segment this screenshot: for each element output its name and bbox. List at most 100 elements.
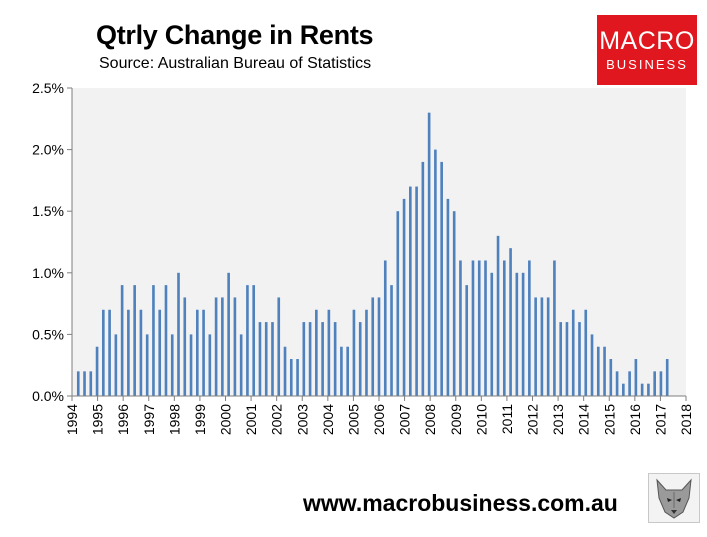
x-tick-label: 1998 [166,404,182,435]
bar [490,272,494,396]
bar [622,383,625,396]
bar [195,309,199,396]
bar [383,260,387,396]
bar [446,198,450,396]
bar [233,297,237,396]
x-axis: 1994 1995 1996 1997 1998 1999 2000 2001 2002 2003… [64,395,694,435]
y-tick-label: 1.0% [32,265,64,281]
bar [565,322,569,396]
y-tick-label: 2.0% [32,142,64,158]
bar [653,371,656,396]
x-tick-label: 2008 [422,404,438,435]
x-tick-label: 2003 [294,404,310,435]
x-tick-label: 2016 [627,404,643,435]
bar [127,309,130,396]
x-tick-label: 2006 [371,404,387,435]
bar [133,285,136,396]
bar [102,309,105,396]
x-tick-label: 2011 [499,404,515,434]
x-tick-label: 1997 [141,404,157,435]
macrobusiness-logo: MACRO BUSINESS [597,15,697,85]
bar [302,322,306,396]
bar [352,309,356,396]
bar [409,186,412,396]
bar [427,112,431,396]
bar [584,309,588,396]
bar [152,285,155,396]
bar [340,346,343,396]
bar [214,297,218,396]
bar [358,322,362,396]
bar [258,322,262,396]
bar [596,346,600,396]
bar [277,297,281,396]
x-tick-label: 2012 [525,404,541,435]
x-tick-label: 2000 [218,404,234,435]
bar [189,334,193,396]
bar [208,334,212,396]
bar [396,211,400,396]
bar [365,309,368,396]
bar [571,309,575,396]
bar [540,297,544,396]
bar [402,198,406,396]
bar [459,260,462,396]
bar [139,309,143,396]
bar [484,260,487,396]
bar [603,346,606,396]
bar [327,309,331,396]
bar [120,285,124,396]
bar [415,186,418,396]
chart-title: Qtrly Change in Rents [96,20,374,50]
x-tick-label: 2007 [397,404,413,435]
bar [289,359,293,396]
bar [145,334,149,396]
bar [346,346,349,396]
bar [515,272,519,396]
bar [578,322,581,396]
bar [502,260,506,396]
bar [308,322,312,396]
bar [83,371,86,396]
bar [534,297,537,396]
y-tick-label: 0.5% [32,326,64,342]
bar [434,149,437,396]
x-tick-label: 2010 [473,404,489,435]
bar [640,383,644,396]
bar [239,334,243,396]
bar [390,285,393,396]
bar [227,272,230,396]
bar [321,322,324,396]
bar [221,297,224,396]
bar [246,285,249,396]
bar [465,285,469,396]
bar [283,346,287,396]
website-url: www.macrobusiness.com.au [303,490,618,516]
bar [170,334,174,396]
bar [440,161,443,396]
bar [76,371,80,396]
wolf-icon [648,473,700,523]
bar [553,260,556,396]
bar [114,334,118,396]
y-tick-label: 0.0% [32,388,64,404]
bar [559,322,563,396]
y-axis: 0.0% 0.5% 1.0% 1.5% 2.0% 2.5% [32,80,73,404]
bar [496,235,500,396]
bar [164,285,168,396]
x-tick-label: 2014 [576,404,592,435]
bar [183,297,187,396]
bar [647,383,650,396]
bar [634,359,638,396]
bar [202,309,205,396]
bar [108,309,111,396]
bar [609,359,613,396]
x-tick-label: 1994 [64,404,80,435]
y-tick-label: 1.5% [32,203,64,219]
x-tick-label: 2002 [269,404,285,435]
bar [333,322,337,396]
x-tick-label: 2017 [652,404,668,435]
x-tick-label: 1996 [115,404,131,435]
x-tick-label: 2004 [320,404,336,435]
bar [89,371,93,396]
